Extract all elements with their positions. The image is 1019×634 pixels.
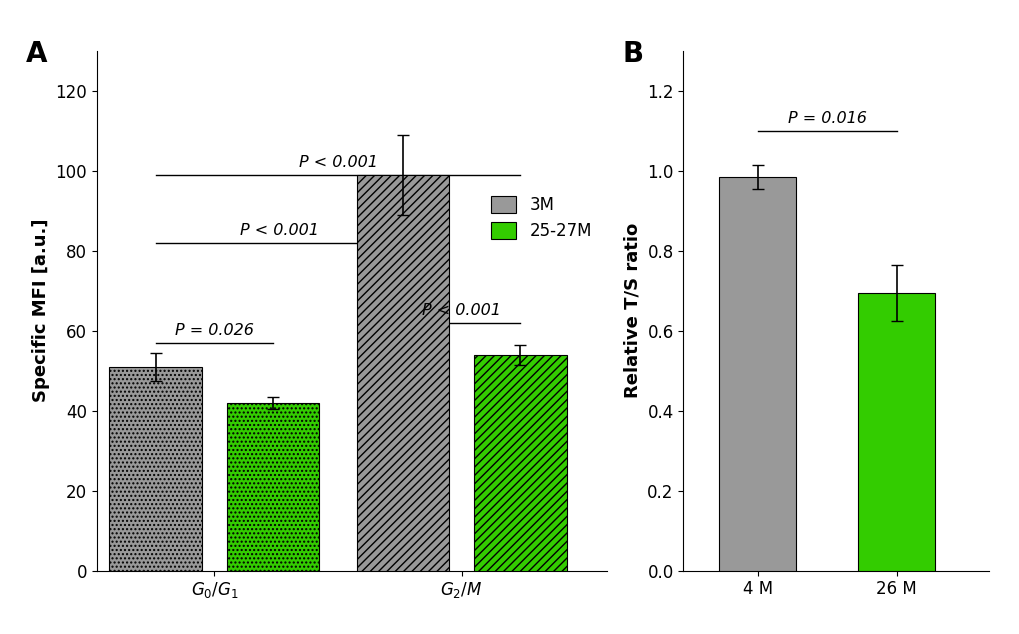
Text: P = 0.026: P = 0.026 (174, 323, 254, 338)
Y-axis label: Relative T/S ratio: Relative T/S ratio (623, 223, 641, 398)
Bar (474, 354, 567, 571)
Legend: 3M, 25-27M: 3M, 25-27M (484, 189, 598, 247)
Text: P < 0.001: P < 0.001 (239, 223, 318, 238)
Bar (226, 403, 319, 571)
Text: P < 0.001: P < 0.001 (299, 155, 377, 170)
Bar (109, 366, 202, 571)
Text: P = 0.016: P = 0.016 (787, 111, 866, 126)
Text: B: B (622, 41, 643, 68)
Bar (357, 175, 448, 571)
Text: A: A (25, 41, 47, 68)
Bar (718, 177, 795, 571)
Bar (858, 293, 934, 571)
Y-axis label: Specific MFI [a.u.]: Specific MFI [a.u.] (32, 219, 50, 403)
Text: P < 0.001: P < 0.001 (422, 303, 500, 318)
